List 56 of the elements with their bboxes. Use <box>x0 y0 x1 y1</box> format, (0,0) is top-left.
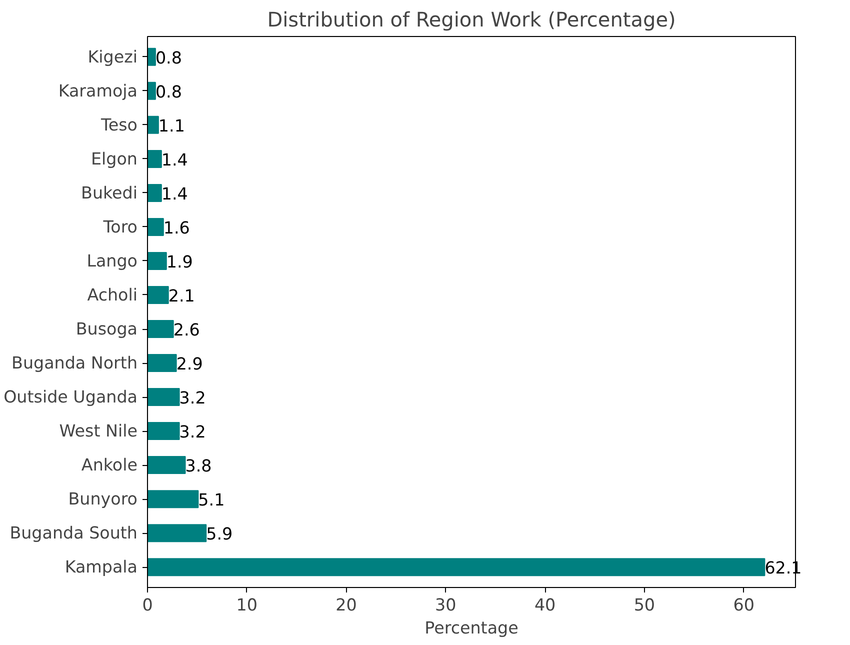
x-tick-label: 60 <box>733 596 754 614</box>
bar <box>148 558 766 576</box>
y-tick-label: Bunyoro <box>68 490 138 509</box>
chart-title: Distribution of Region Work (Percentage) <box>267 8 676 32</box>
data-label: 1.9 <box>166 252 193 272</box>
bar <box>148 524 207 542</box>
y-tick-label: Kampala <box>64 558 138 577</box>
y-tick-label: West Nile <box>59 422 138 441</box>
y-tick-label: Elgon <box>91 149 138 168</box>
x-tick-label: 50 <box>634 596 656 614</box>
y-tick-label: Karamoja <box>58 81 138 100</box>
y-tick-label: Kigezi <box>88 47 138 66</box>
x-axis-title: Percentage <box>424 618 518 638</box>
y-tick-label: Busoga <box>76 320 138 339</box>
bar <box>148 490 199 508</box>
data-label: 3.2 <box>179 422 206 442</box>
bar <box>148 320 174 338</box>
data-label: 5.9 <box>206 524 233 544</box>
data-label: 1.4 <box>161 184 188 204</box>
bar <box>148 422 180 440</box>
y-tick-label: Outside Uganda <box>4 388 138 407</box>
y-tick-label: Buganda North <box>12 354 138 373</box>
data-label: 2.1 <box>168 286 195 306</box>
data-label: 3.2 <box>179 388 206 408</box>
y-tick-label: Bukedi <box>81 183 138 202</box>
bar <box>148 286 169 304</box>
data-label: 1.6 <box>163 218 190 238</box>
x-tick-label: 20 <box>336 596 357 614</box>
y-tick-label: Teso <box>100 115 138 134</box>
x-tick-label: 30 <box>435 596 456 614</box>
data-label: 3.8 <box>185 456 212 476</box>
data-label: 0.8 <box>155 48 182 68</box>
data-label: 0.8 <box>155 82 182 102</box>
y-tick-label: Toro <box>102 217 138 236</box>
x-tick-label: 10 <box>236 596 258 614</box>
bar <box>148 184 162 202</box>
y-tick-label: Buganda South <box>10 524 138 543</box>
x-tick-label: 0 <box>142 596 153 614</box>
x-tick-label: 40 <box>534 596 556 614</box>
bar <box>148 252 167 270</box>
bar <box>148 218 164 236</box>
y-tick-label: Lango <box>86 251 138 270</box>
y-tick-label: Acholi <box>87 285 138 304</box>
bar <box>148 48 156 66</box>
data-label: 2.9 <box>176 354 203 374</box>
y-tick-label: Ankole <box>81 456 138 475</box>
data-label: 1.1 <box>158 116 185 136</box>
bar <box>148 82 156 100</box>
bar <box>148 456 186 474</box>
data-label: 2.6 <box>173 320 200 340</box>
bar <box>148 354 177 372</box>
data-label: 5.1 <box>198 490 225 510</box>
bar <box>148 388 180 406</box>
bar <box>148 150 162 168</box>
data-label: 1.4 <box>161 150 188 170</box>
bar <box>148 116 159 134</box>
